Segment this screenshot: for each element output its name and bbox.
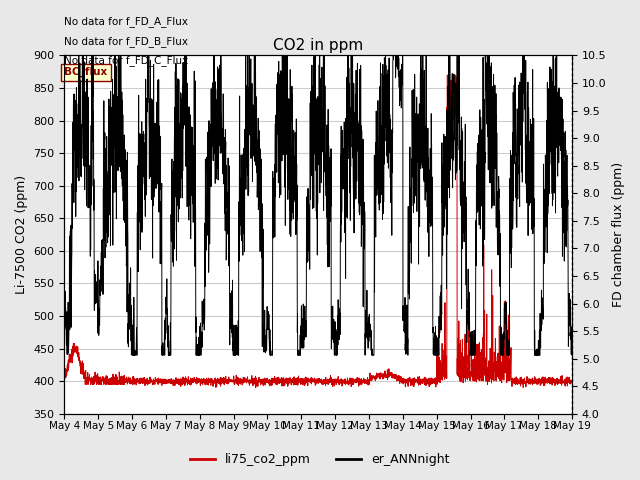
Y-axis label: FD chamber flux (ppm): FD chamber flux (ppm) (612, 162, 625, 307)
Text: No data for f_FD_C_Flux: No data for f_FD_C_Flux (65, 55, 189, 66)
Y-axis label: Li-7500 CO2 (ppm): Li-7500 CO2 (ppm) (15, 175, 28, 294)
Text: No data for f_FD_A_Flux: No data for f_FD_A_Flux (65, 16, 188, 27)
Legend: li75_co2_ppm, er_ANNnight: li75_co2_ppm, er_ANNnight (186, 448, 454, 471)
Text: No data for f_FD_B_Flux: No data for f_FD_B_Flux (65, 36, 188, 47)
Text: BC_flux: BC_flux (65, 67, 108, 77)
Title: CO2 in ppm: CO2 in ppm (273, 38, 364, 53)
